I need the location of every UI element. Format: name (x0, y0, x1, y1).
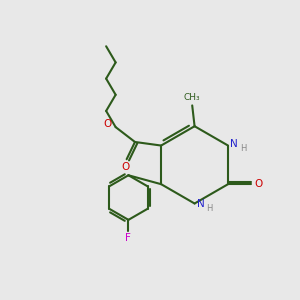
Text: O: O (103, 119, 111, 129)
Text: F: F (125, 233, 131, 243)
Text: H: H (206, 204, 213, 213)
Text: H: H (240, 144, 247, 153)
Text: O: O (254, 179, 263, 189)
Text: N: N (197, 199, 204, 209)
Text: CH₃: CH₃ (184, 93, 200, 102)
Text: O: O (121, 162, 130, 172)
Text: N: N (230, 139, 238, 149)
